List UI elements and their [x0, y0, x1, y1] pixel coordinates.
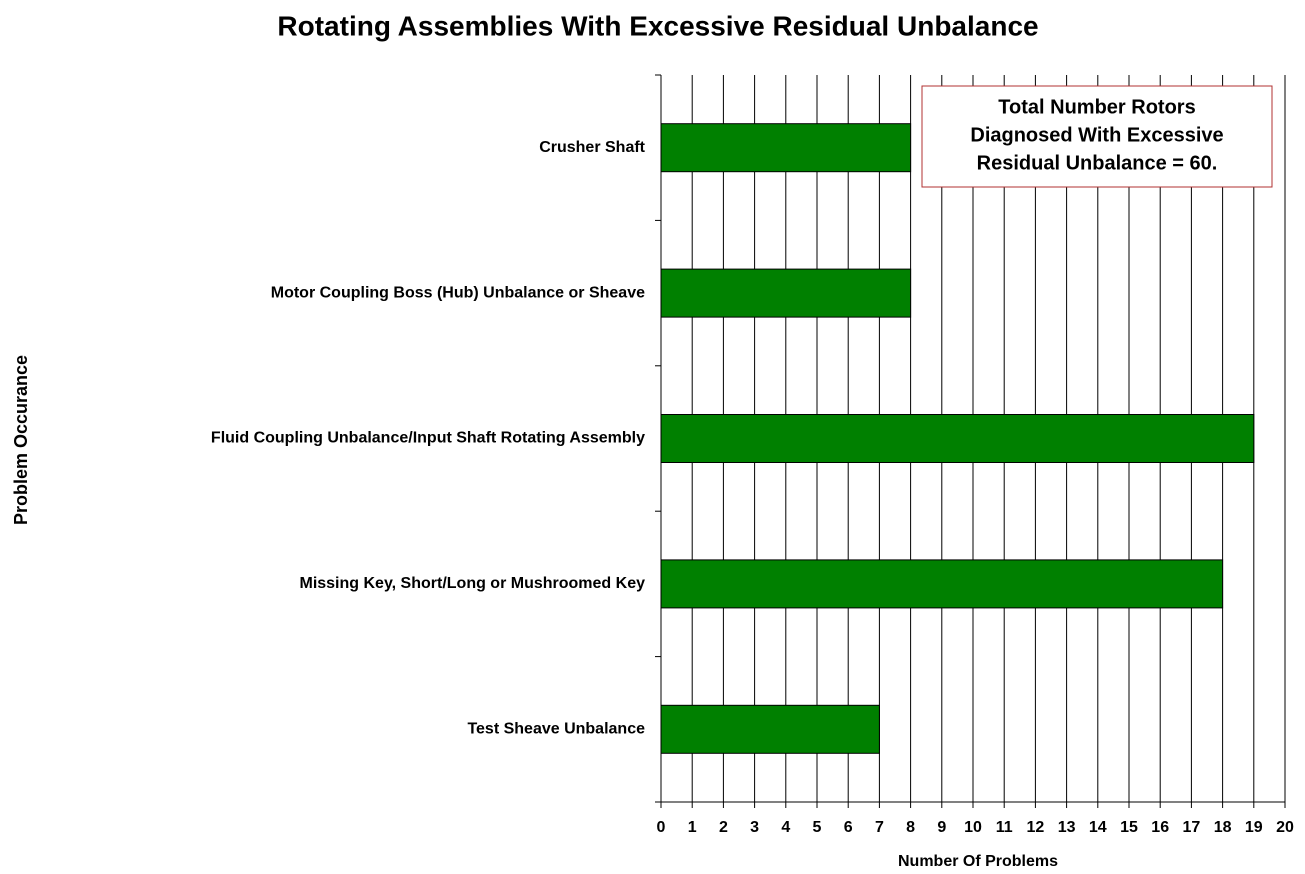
x-tick-label: 17 — [1183, 819, 1201, 836]
bar — [660, 268, 912, 318]
x-tick-label: 3 — [750, 819, 759, 836]
x-tick-label: 16 — [1151, 819, 1169, 836]
x-tick-label: 7 — [875, 819, 884, 836]
x-tick-label: 14 — [1089, 819, 1107, 836]
annotation-box — [921, 85, 1273, 188]
bar — [660, 559, 1224, 609]
x-tick-label: 6 — [844, 819, 853, 836]
chart-title: Rotating Assemblies With Excessive Resid… — [277, 10, 1038, 41]
x-axis-label: Number Of Problems — [898, 853, 1058, 870]
x-tick-label: 11 — [996, 819, 1013, 836]
y-tick-label: Test Sheave Unbalance — [467, 721, 645, 738]
x-tick-label: 5 — [813, 819, 822, 836]
y-tick-label: Missing Key, Short/Long or Mushroomed Ke… — [299, 575, 645, 592]
y-axis-label: Problem Occurance — [11, 355, 31, 525]
y-tick-label: Motor Coupling Boss (Hub) Unbalance or S… — [271, 284, 645, 301]
x-tick-label: 9 — [937, 819, 946, 836]
annotation-text: Diagnosed With Excessive — [970, 124, 1223, 146]
x-tick-label: 2 — [719, 819, 728, 836]
bar — [660, 123, 912, 173]
x-tick-label: 12 — [1027, 819, 1045, 836]
x-tick-label: 8 — [906, 819, 915, 836]
x-tick-label: 18 — [1214, 819, 1232, 836]
x-tick-label: 15 — [1120, 819, 1138, 836]
x-tick-label: 0 — [657, 819, 666, 836]
annotation-text: Residual Unbalance = 60. — [977, 152, 1218, 174]
x-tick-label: 19 — [1245, 819, 1263, 836]
annotation-text: Total Number Rotors — [998, 96, 1195, 118]
bar — [660, 704, 880, 754]
x-tick-label: 1 — [688, 819, 697, 836]
x-tick-label: 4 — [781, 819, 790, 836]
x-tick-label: 20 — [1276, 819, 1294, 836]
y-tick-label: Fluid Coupling Unbalance/Input Shaft Rot… — [211, 430, 645, 447]
bar — [660, 414, 1255, 463]
x-tick-label: 13 — [1058, 819, 1076, 836]
x-tick-label: 10 — [964, 819, 982, 836]
y-tick-label: Crusher Shaft — [539, 139, 645, 156]
